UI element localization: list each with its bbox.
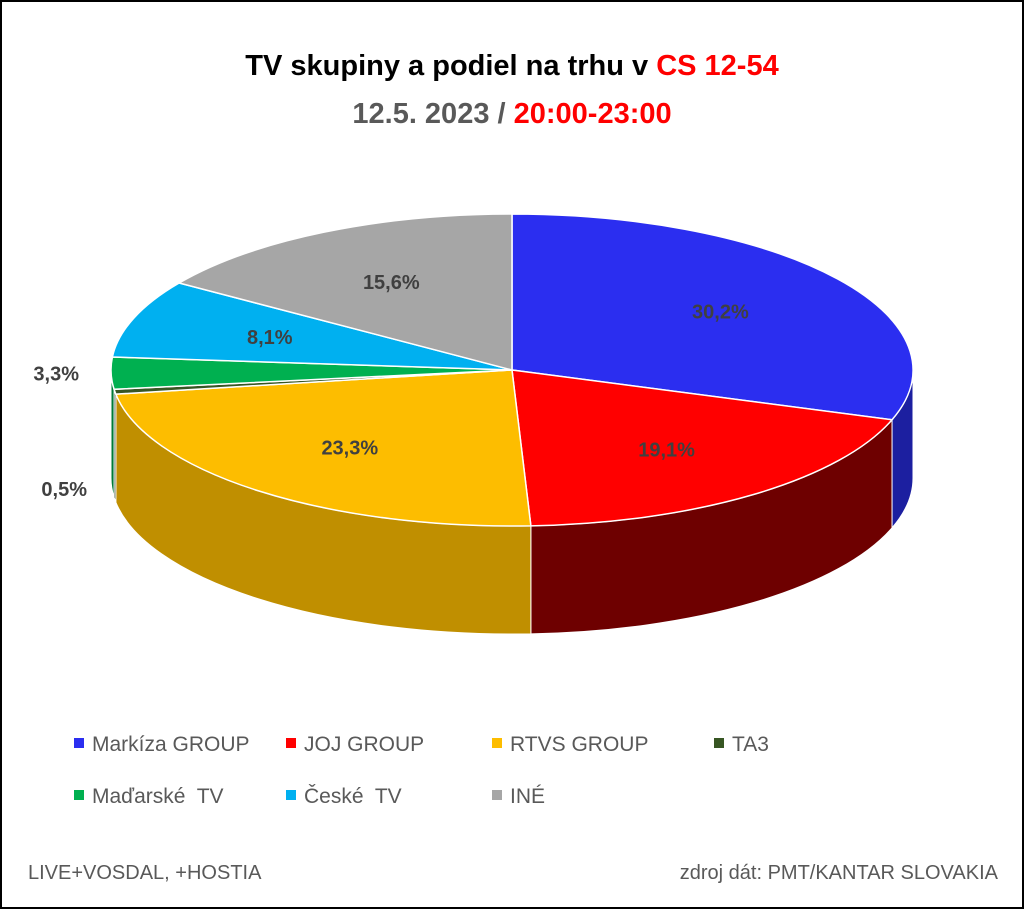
footer-note: LIVE+VOSDAL, +HOSTIA (28, 862, 262, 884)
pie-slice-rtvs-group (114, 369, 532, 527)
pie-sides (110, 369, 914, 635)
legend-item-ceske-tv: České TV (286, 784, 402, 810)
legend-label: JOJ GROUP (304, 733, 425, 756)
subtitle-date: 12.5. 2023 / (352, 98, 514, 130)
subtitle-time: 20:00-23:00 (513, 98, 672, 130)
chart-subtitle: 12.5. 2023 / 20:00-23:00 (0, 98, 1024, 131)
legend-swatch (286, 790, 296, 801)
data-label-madarske-tv: 3,3% (33, 363, 79, 385)
legend-label: Maďarské TV (92, 785, 224, 808)
legend-label: České TV (304, 785, 402, 808)
pie-slices (110, 213, 914, 527)
pie-slice-joj-group (511, 369, 894, 527)
legend-label: Markíza GROUP (92, 733, 250, 756)
data-label-markiza-group: 30,2% (692, 302, 749, 324)
data-label-ine: 15,6% (363, 272, 420, 294)
legend-swatch (492, 738, 502, 749)
legend-label: RTVS GROUP (510, 733, 649, 756)
legend-item-ine: INÉ (492, 784, 545, 810)
title-target-group: CS 12-54 (656, 50, 779, 82)
data-label-ceske-tv: 8,1% (247, 327, 293, 349)
legend-item-rtvs-group: RTVS GROUP (492, 732, 648, 758)
chart-title: TV skupiny a podiel na trhu v CS 12-54 (0, 50, 1024, 83)
legend-swatch (74, 790, 84, 801)
legend-swatch (492, 790, 502, 801)
pie-slice-ceske-tv (111, 282, 513, 371)
data-label-ta3: 0,5% (41, 479, 87, 501)
pie-slice-markiza-group (511, 213, 914, 421)
data-label-joj-group: 19,1% (638, 440, 695, 462)
legend-item-ta3: TA3 (714, 732, 769, 758)
legend-label: INÉ (510, 785, 546, 808)
legend-swatch (74, 738, 84, 749)
legend-label: TA3 (732, 733, 769, 756)
pie-slice-ine (177, 213, 513, 371)
data-label-rtvs-group: 23,3% (321, 437, 378, 459)
legend-swatch (286, 738, 296, 749)
pie-data-labels: 30,2% 19,1% 23,3% 0,5% 3,3% 8,1% 15,6% (33, 272, 749, 501)
legend-swatch (714, 738, 724, 749)
legend-item-joj-group: JOJ GROUP (286, 732, 424, 758)
legend-item-madarske-tv: Maďarské TV (74, 784, 224, 810)
footer-source: zdroj dát: PMT/KANTAR SLOVAKIA (679, 862, 998, 884)
title-main: TV skupiny a podiel na trhu v (245, 50, 657, 82)
legend-item-markiza-group: Markíza GROUP (74, 732, 250, 758)
